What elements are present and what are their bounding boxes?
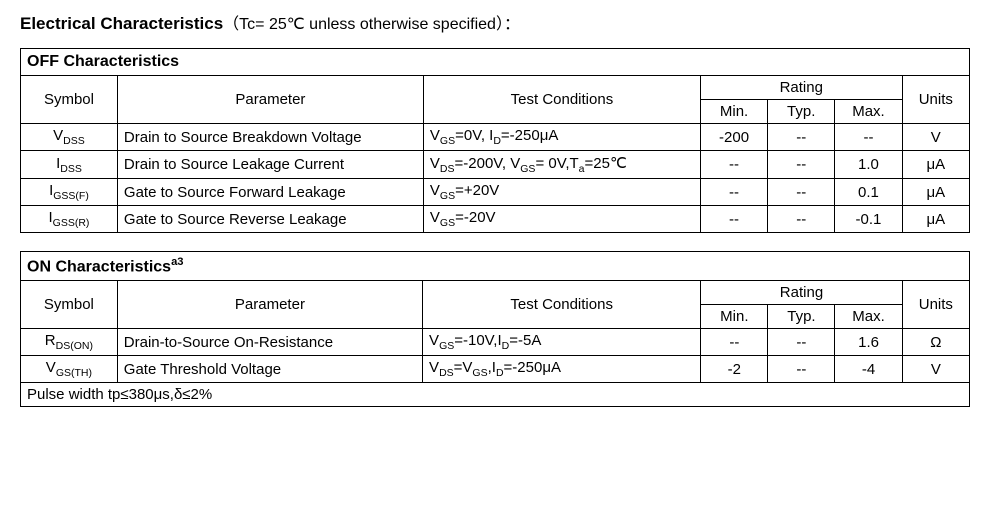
col-header-typ: Typ. [768,305,835,329]
on-characteristics-table: ON Characteristicsa3 Symbol Parameter Te… [20,251,970,407]
cell-symbol: IGSS(R) [21,206,118,233]
col-header-units: Units [902,76,969,124]
col-header-rating: Rating [701,281,902,305]
cell-max: -0.1 [835,206,902,233]
col-header-parameter: Parameter [117,76,423,124]
cell-min: -200 [700,124,767,151]
cell-symbol: VGS(TH) [21,356,118,383]
cell-conditions: VDS=VGS,ID=-250μA [423,356,701,383]
col-header-rating: Rating [700,76,902,100]
cell-max: -- [835,124,902,151]
cell-min: -- [701,329,768,356]
cell-min: -2 [701,356,768,383]
table-row: IDSSDrain to Source Leakage CurrentVDS=-… [21,151,970,179]
cell-max: 1.0 [835,151,902,179]
page-heading-bold: Electrical Characteristics [20,14,223,33]
cell-max: 0.1 [835,179,902,206]
cell-symbol: IGSS(F) [21,179,118,206]
cell-parameter: Gate Threshold Voltage [117,356,422,383]
cell-units: μA [902,179,969,206]
cell-parameter: Gate to Source Reverse Leakage [117,206,423,233]
cell-min: -- [700,151,767,179]
cell-max: -4 [835,356,902,383]
cell-units: μA [902,151,969,179]
off-characteristics-table: OFF Characteristics Symbol Parameter Tes… [20,48,970,233]
cell-units: μA [902,206,969,233]
cell-units: V [902,356,969,383]
cell-units: Ω [902,329,969,356]
cell-min: -- [700,179,767,206]
col-header-max: Max. [835,100,902,124]
cell-parameter: Drain to Source Breakdown Voltage [117,124,423,151]
cell-conditions: VGS=-10V,ID=-5A [423,329,701,356]
page-heading: Electrical Characteristics（Tc= 25℃ unles… [20,10,986,34]
on-rows: RDS(ON)Drain-to-Source On-ResistanceVGS=… [21,329,970,383]
on-section-title: ON Characteristicsa3 [21,252,970,281]
cell-symbol: VDSS [21,124,118,151]
off-rows: VDSSDrain to Source Breakdown VoltageVGS… [21,124,970,233]
cell-parameter: Gate to Source Forward Leakage [117,179,423,206]
cell-conditions: VGS=0V, ID=-250μA [423,124,700,151]
cell-conditions: VDS=-200V, VGS= 0V,Ta=25℃ [423,151,700,179]
col-header-conditions: Test Conditions [423,281,701,329]
table-row: VGS(TH)Gate Threshold VoltageVDS=VGS,ID=… [21,356,970,383]
col-header-symbol: Symbol [21,76,118,124]
cell-parameter: Drain-to-Source On-Resistance [117,329,422,356]
cell-conditions: VGS=+20V [423,179,700,206]
cell-typ: -- [768,356,835,383]
col-header-symbol: Symbol [21,281,118,329]
cell-min: -- [700,206,767,233]
col-header-parameter: Parameter [117,281,422,329]
col-header-min: Min. [700,100,767,124]
col-header-max: Max. [835,305,902,329]
table-row: IGSS(R)Gate to Source Reverse LeakageVGS… [21,206,970,233]
table-row: IGSS(F)Gate to Source Forward LeakageVGS… [21,179,970,206]
cell-typ: -- [768,151,835,179]
cell-conditions: VGS=-20V [423,206,700,233]
col-header-units: Units [902,281,969,329]
table-row: VDSSDrain to Source Breakdown VoltageVGS… [21,124,970,151]
cell-parameter: Drain to Source Leakage Current [117,151,423,179]
col-header-conditions: Test Conditions [423,76,700,124]
col-header-typ: Typ. [768,100,835,124]
cell-symbol: RDS(ON) [21,329,118,356]
cell-typ: -- [768,179,835,206]
cell-typ: -- [768,124,835,151]
off-section-title: OFF Characteristics [21,49,970,76]
cell-max: 1.6 [835,329,902,356]
col-header-min: Min. [701,305,768,329]
cell-typ: -- [768,329,835,356]
on-footer-note: Pulse width tp≤380μs,δ≤2% [21,383,970,407]
page-heading-rest: （Tc= 25℃ unless otherwise specified）： [223,16,520,33]
cell-symbol: IDSS [21,151,118,179]
table-row: RDS(ON)Drain-to-Source On-ResistanceVGS=… [21,329,970,356]
cell-units: V [902,124,969,151]
cell-typ: -- [768,206,835,233]
